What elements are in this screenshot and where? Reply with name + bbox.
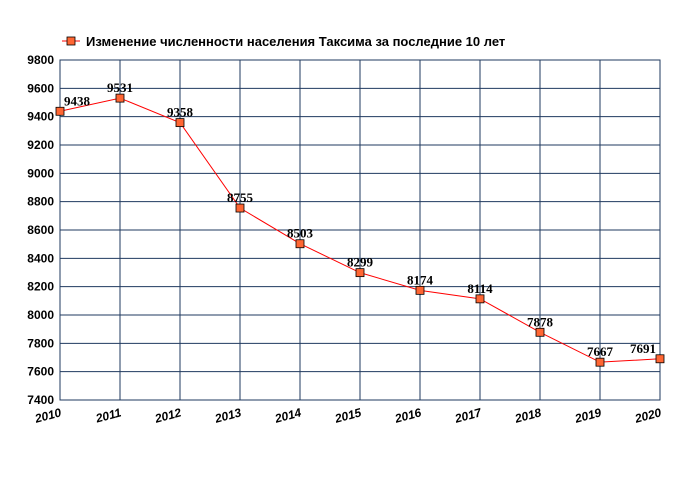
y-tick-label: 9000 [27,166,54,180]
data-label: 9531 [107,80,133,95]
grid [59,59,661,401]
data-point [235,203,245,213]
x-tick-label: 2012 [152,405,183,426]
data-point [475,294,485,304]
x-tick-label: 2016 [392,405,423,426]
x-tick-label: 2013 [212,405,243,426]
legend-marker [66,36,76,46]
data-label: 8503 [287,226,314,241]
y-tick-label: 7800 [27,336,54,350]
series-markers [55,93,665,367]
data-point [415,285,425,295]
y-tick-label: 9200 [27,138,54,152]
plot-frame [59,59,661,401]
data-point [115,93,125,103]
legend-label: Изменение численности населения Таксима … [86,34,505,49]
data-point [175,118,185,128]
y-tick-label: 8400 [27,251,54,265]
y-tick-label: 7400 [27,393,54,407]
y-tick-label: 9600 [27,81,54,95]
data-label: 7878 [527,314,554,329]
y-tick-label: 8200 [27,280,54,294]
y-tick-label: 9800 [27,53,54,67]
x-axis-ticks: 2010 2011 2012 2013 2014 2015 2016 2017 2018 2019… [32,405,663,426]
y-tick-label: 9400 [27,110,54,124]
x-tick-label: 2019 [572,405,603,426]
legend: Изменение численности населения Таксима … [62,34,505,49]
data-point [55,106,65,116]
data-labels: 9438 9531 9358 8755 8503 8299 8174 8114 7878 7667… [64,80,656,359]
y-tick-label: 8000 [27,308,54,322]
x-tick-label: 2018 [512,405,543,426]
x-tick-label: 2015 [332,405,363,426]
data-point [655,354,665,364]
data-point [295,239,305,249]
data-label: 9358 [167,105,194,120]
data-label: 9438 [64,93,91,108]
x-tick-label: 2014 [272,405,303,426]
data-label: 7667 [587,344,614,359]
y-tick-label: 8600 [27,223,54,237]
data-label: 8174 [407,272,434,287]
y-tick-label: 7600 [27,365,54,379]
data-point [355,268,365,278]
y-tick-label: 8800 [27,195,54,209]
data-label: 7691 [630,341,656,356]
x-tick-label: 2011 [93,405,123,426]
data-label: 8114 [467,281,493,296]
data-label: 8299 [347,255,374,270]
data-point [535,327,545,337]
y-axis-ticks: 7400 7600 7800 8000 8200 8400 8600 8800 9000 9200… [27,53,54,407]
x-tick-label: 2017 [452,405,484,426]
data-label: 8755 [227,190,254,205]
x-tick-label: 2010 [32,405,63,426]
data-point [595,357,605,367]
x-tick-label: 2020 [632,405,663,426]
